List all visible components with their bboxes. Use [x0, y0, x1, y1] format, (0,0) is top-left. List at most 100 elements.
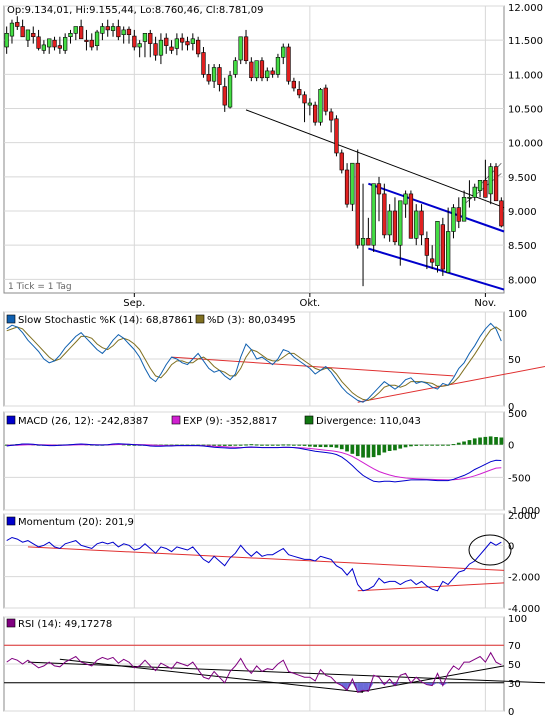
divergence-bar: [233, 444, 238, 446]
momentum-ytick-label: 0: [508, 541, 514, 552]
candle-body: [445, 231, 451, 273]
candle-body: [467, 197, 472, 199]
price-ytick-label: 8.500: [508, 241, 537, 252]
divergence-bar: [409, 444, 413, 447]
candle-body: [148, 32, 153, 44]
divergence-bar: [499, 437, 504, 445]
stochastic-d-legend-label: %D (3): 80,03495: [207, 315, 296, 326]
rsi-trend-line: [357, 665, 505, 693]
macd-ytick-label: 0: [508, 441, 514, 452]
divergence-bar: [302, 444, 307, 446]
divergence-bar: [371, 444, 376, 458]
candle-body: [435, 221, 440, 267]
candle-body: [254, 60, 259, 79]
candle-body: [270, 70, 275, 75]
candle-body: [62, 37, 68, 51]
rsi-legend-label: RSI (14): 49,17278: [18, 619, 112, 630]
divergence-bar: [281, 444, 286, 446]
divergence-bar: [270, 444, 275, 446]
divergence-bar: [238, 444, 243, 446]
candle-body: [297, 89, 302, 96]
divergence-bar: [403, 444, 408, 448]
stochastic-k-legend-square: [6, 314, 16, 324]
candle-body: [31, 32, 36, 37]
candle-body: [142, 32, 148, 42]
rsi-ytick-label: 70: [508, 641, 521, 652]
momentum-trend-line: [27, 546, 505, 571]
candle-body: [243, 36, 249, 61]
divergence-bar: [425, 444, 429, 446]
candle-body: [201, 52, 206, 75]
price-ytick-label: 11.500: [508, 36, 543, 47]
candle-body: [84, 39, 89, 42]
candle-body: [116, 26, 121, 38]
divergence-bar: [382, 444, 387, 453]
divergence-bar: [462, 441, 466, 445]
candle-body: [100, 26, 105, 34]
divergence-bar: [292, 444, 296, 446]
candle-body: [323, 87, 328, 112]
candle-body: [190, 38, 196, 44]
candle-body: [477, 180, 483, 191]
divergence-bar: [276, 444, 280, 446]
candle-body: [20, 26, 25, 38]
stochastic-d-line: [6, 326, 502, 401]
divergence-bar: [472, 438, 477, 445]
divergence-bar: [244, 444, 248, 446]
candle-body: [408, 193, 414, 239]
candle-body: [472, 186, 477, 198]
candle-body: [429, 258, 435, 263]
divergence-bar: [494, 437, 498, 445]
divergence-bar: [308, 444, 312, 447]
divergence-bar: [206, 444, 211, 446]
stochastic-trend-line: [357, 366, 545, 403]
momentum-trend-line: [357, 582, 505, 592]
divergence-bar: [414, 444, 419, 446]
candle-body: [164, 37, 169, 46]
candle-body: [233, 60, 238, 75]
momentum-ytick-label: 2.000: [508, 511, 537, 522]
momentum-panel: [3, 513, 505, 609]
candle-body: [89, 39, 94, 48]
momentum-annotation-circle: [468, 534, 512, 566]
candle-body: [169, 46, 174, 51]
candle-body: [392, 210, 398, 243]
macd-legend-label: MACD (26, 12): -242,8387: [18, 416, 149, 427]
candle-body: [9, 22, 15, 37]
candle-body: [15, 22, 20, 27]
candle-body: [196, 39, 201, 55]
candle-body: [185, 41, 190, 46]
candle-body: [121, 29, 126, 35]
divergence-bar: [318, 444, 323, 447]
divergence-bar: [451, 444, 456, 446]
candle-body: [222, 86, 227, 106]
divergence-bar: [286, 444, 291, 446]
divergence-bar: [488, 436, 493, 445]
momentum-legend-square: [6, 516, 16, 526]
candle-body: [339, 152, 344, 171]
macd-panel: [3, 411, 505, 511]
price-ytick-label: 8.000: [508, 275, 537, 286]
divergence-bar: [345, 444, 349, 452]
divergence-bar: [127, 444, 131, 446]
candle-body: [137, 43, 142, 48]
divergence-legend-label: Divergence: 110,043: [316, 416, 421, 427]
rsi-oversold-fill: [368, 682, 374, 692]
candle-body: [259, 60, 265, 79]
price-channel-upper: [368, 182, 505, 233]
momentum-ytick-label: -4.000: [508, 604, 540, 615]
candle-body: [291, 80, 297, 89]
exp-legend-square: [171, 415, 181, 425]
candle-body: [488, 166, 493, 195]
divergence-bar: [467, 440, 472, 445]
candle-body: [456, 207, 461, 222]
candle-body: [286, 46, 291, 82]
divergence-bar: [334, 444, 339, 448]
x-axis-label: Okt.: [299, 298, 320, 309]
divergence-bar: [361, 444, 365, 458]
divergence-bar: [435, 444, 440, 446]
candle-body: [217, 67, 222, 85]
candle-body: [206, 74, 211, 82]
candle-body: [25, 29, 31, 41]
